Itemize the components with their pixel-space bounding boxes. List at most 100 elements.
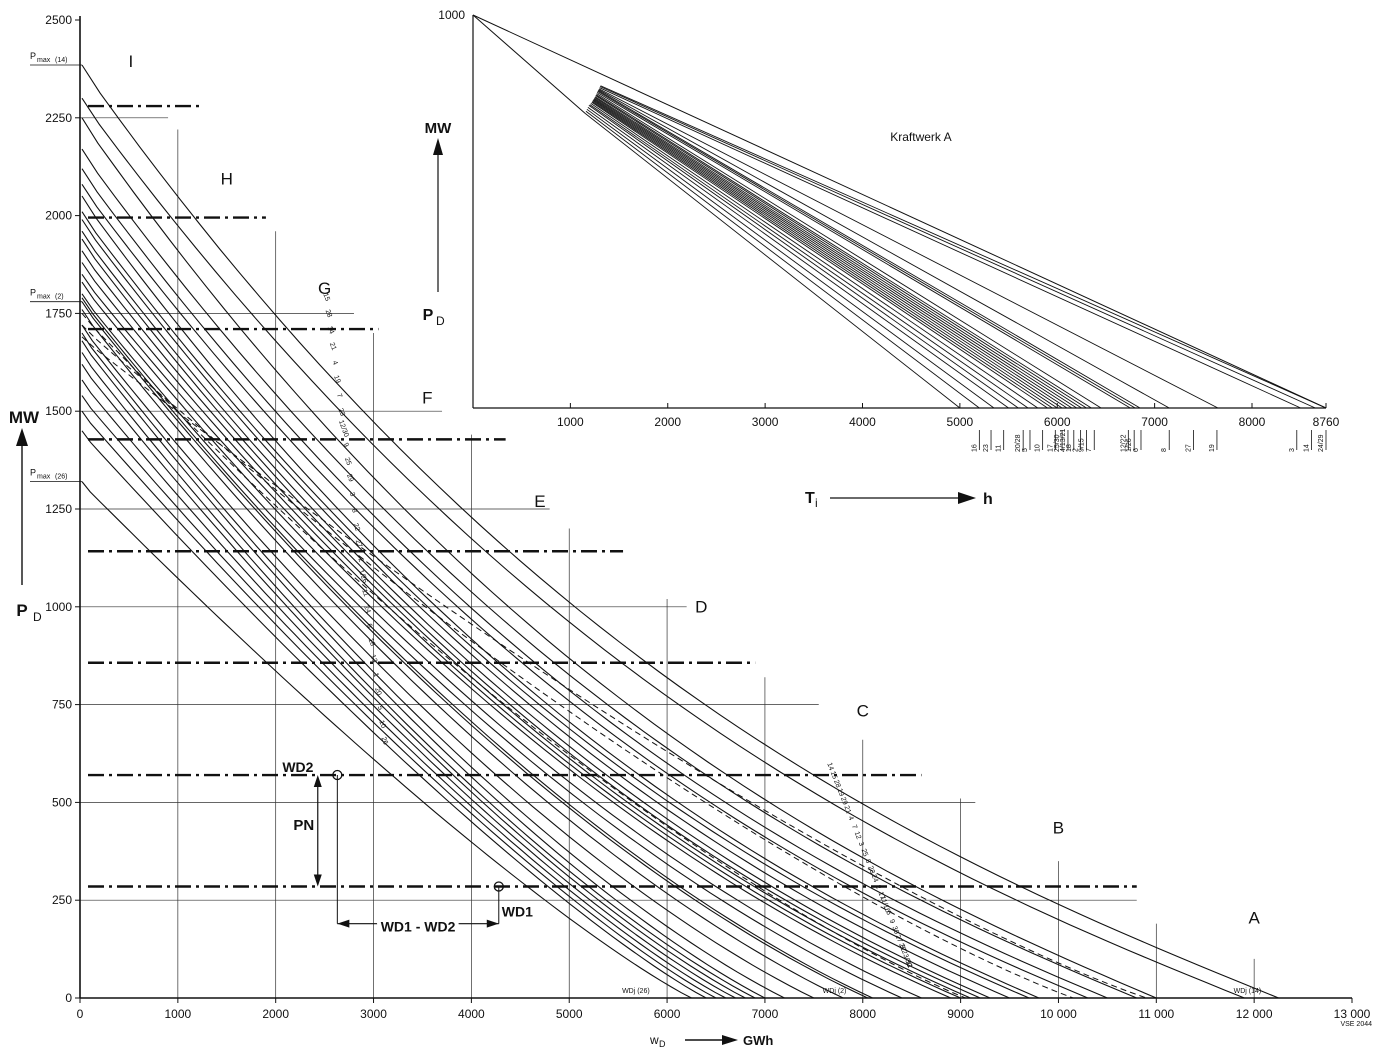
curve-label: 1	[372, 672, 380, 678]
x-tick-label: 5000	[556, 1007, 583, 1021]
y-tick-label: 500	[52, 795, 72, 809]
curve-label: 7	[335, 393, 343, 399]
zone-label-I: I	[129, 52, 134, 71]
pn-label: PN	[293, 817, 314, 834]
curve-label: 24	[870, 874, 879, 884]
zone-label-A: A	[1248, 909, 1260, 928]
load-curve-dashed-9/23/30	[81, 324, 1074, 999]
y-tick-label: 1250	[45, 502, 72, 516]
x-axis-unit: GWh	[743, 1033, 773, 1047]
curve-label: 6	[884, 910, 892, 916]
load-curve-1	[81, 309, 844, 999]
load-curve-22	[81, 293, 903, 999]
curve-label: 22	[352, 522, 361, 532]
inset-fan-line	[591, 101, 1048, 409]
inset-mark-label: 3	[1289, 448, 1296, 452]
x-tick-label: 2000	[262, 1007, 289, 1021]
y-tick-label: 2000	[45, 209, 72, 223]
pn-arrow-down	[313, 874, 322, 887]
inset-x-tick-label: 8000	[1239, 415, 1266, 429]
inset-mark-label: 1/26	[1126, 438, 1133, 452]
curve-label: 5	[376, 705, 384, 711]
main-axes	[16, 16, 1353, 1045]
inset-chart-kraftwerk-a: 1000 1000 2000 3000 4000 5000 6000 7000 8000 8760…	[423, 8, 1340, 510]
curve-label: 29	[345, 473, 354, 483]
curve-label: 9	[341, 442, 349, 448]
inset-fan-line	[599, 86, 1316, 409]
y-tick-label: 1000	[45, 600, 72, 614]
inset-x-symbol-sub: i	[815, 496, 818, 510]
inset-x-arrow-head	[958, 492, 976, 504]
load-curve-29	[81, 262, 961, 999]
inset-fan-line	[592, 100, 1058, 409]
inset-fan-line	[594, 96, 1082, 409]
pmax-sub: max	[37, 57, 51, 64]
inset-mark-label: 17	[1047, 444, 1054, 452]
load-curve-30	[81, 230, 991, 999]
inset-fan-line	[589, 104, 1029, 409]
inset-fan-line	[596, 93, 1102, 409]
curve-label: 6	[365, 623, 373, 629]
curve-label: 4	[847, 815, 855, 821]
diff-label: WD1 - WD2	[381, 919, 456, 935]
load-curve-15	[81, 97, 1245, 999]
inset-fan-line	[597, 90, 1136, 409]
inset-mark-label: 27	[1186, 444, 1193, 452]
curve-label: 8	[350, 508, 358, 514]
curve-label: 2	[357, 557, 365, 563]
inset-mark-label: 6	[1133, 448, 1140, 452]
curve-label: 19	[836, 788, 845, 798]
main-curves	[81, 64, 1279, 999]
diff-arrow-left	[337, 919, 350, 928]
curve-label: 30	[890, 925, 899, 935]
load-curve-5	[81, 410, 717, 999]
curve-label: 8	[864, 858, 872, 864]
inset-mark-label: 10	[1035, 444, 1042, 452]
pmax-index: (14)	[55, 57, 67, 64]
load-curve-10	[81, 430, 707, 999]
inset-mark-label: 19	[1209, 444, 1216, 452]
load-curve-9	[81, 238, 981, 999]
curve-label: 28	[324, 309, 333, 319]
endpoint-label: WDj (26)	[622, 988, 650, 995]
load-curve-24	[81, 340, 766, 999]
y-tick-label: 1750	[45, 306, 72, 320]
inset-fan-edge	[472, 14, 586, 114]
inset-x-tick-label: 8760	[1313, 415, 1340, 429]
zone-label-D: D	[695, 598, 707, 617]
y-tick-label: 750	[52, 698, 72, 712]
zone-label-E: E	[534, 492, 545, 511]
load-curve-4	[81, 168, 1108, 999]
curve-label: 21	[842, 805, 851, 815]
x-tick-label: 10 000	[1040, 1007, 1077, 1021]
inset-fan-line	[595, 95, 1087, 409]
inset-mark-label: 14	[1303, 444, 1310, 452]
y-axis-symbol-sub: D	[33, 610, 42, 624]
inset-y-arrow-head	[433, 138, 443, 155]
y-tick-label: 2250	[45, 111, 72, 125]
x-axis-symbol-sub: D	[659, 1039, 666, 1047]
inset-x-tick-label: 5000	[947, 415, 974, 429]
inset-x-tick-label: 2000	[654, 415, 681, 429]
curve-label: 26	[380, 736, 389, 746]
inset-fan-line	[596, 92, 1131, 409]
inset-mark-label: 24/29	[1318, 434, 1325, 452]
inset-fan-line	[588, 105, 1019, 409]
curve-label: 15	[321, 292, 330, 302]
load-curve-dashed-24b	[81, 336, 1147, 999]
inset-fan-line	[585, 110, 980, 409]
inset-mark-label: 20/28	[1015, 434, 1022, 452]
inset-fan-line	[593, 97, 1073, 409]
inset-mark-label: 25/30	[1054, 434, 1061, 452]
main-text: 0 1000 2000 3000 4000 5000 6000 7000 8000 9000 10 …	[9, 13, 1372, 1047]
inset-x-tick-label: 7000	[1141, 415, 1168, 429]
zone-label-H: H	[221, 169, 233, 188]
inset-fan-line	[587, 106, 1009, 409]
curve-label: 22	[897, 943, 906, 953]
load-curve-27	[81, 297, 873, 999]
y-axis-unit: MW	[9, 408, 40, 427]
inset-fan-line	[598, 88, 1219, 409]
load-curve-18	[81, 363, 746, 999]
